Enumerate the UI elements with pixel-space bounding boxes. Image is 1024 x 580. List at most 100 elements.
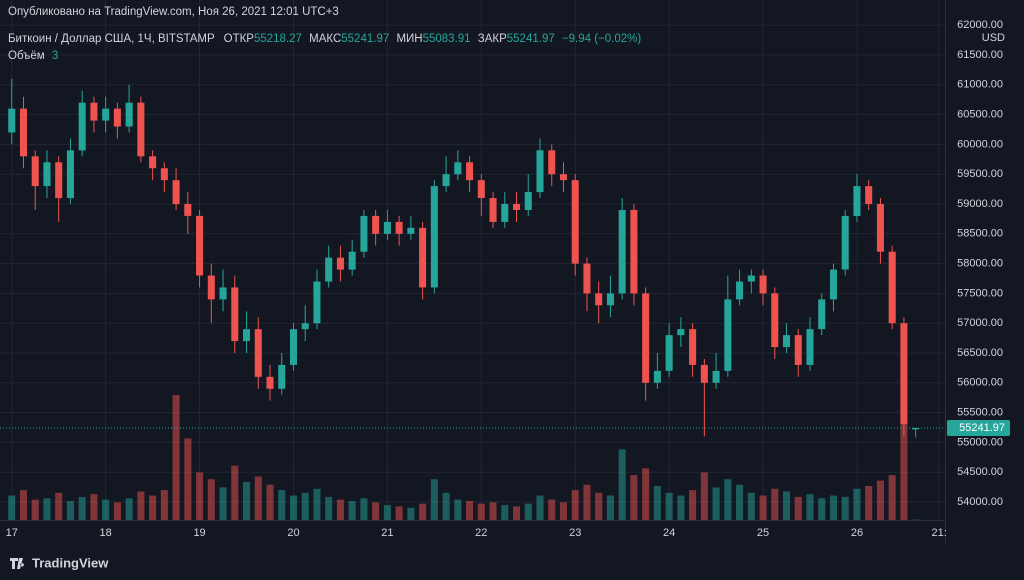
- x-tick-label: 17: [6, 527, 18, 539]
- candle-body: [196, 215, 204, 276]
- volume-bar: [524, 503, 532, 520]
- candle-body: [759, 275, 767, 294]
- volume-bar: [712, 487, 720, 520]
- candle-body: [665, 335, 673, 371]
- high-label: МАКС: [309, 33, 341, 45]
- y-tick-label: 60500.00: [957, 109, 1003, 121]
- candle-body: [548, 150, 556, 175]
- candle-body: [524, 192, 532, 210]
- candle-body: [407, 227, 415, 234]
- candle-body: [606, 293, 614, 306]
- y-tick-label: 55500.00: [957, 407, 1003, 419]
- volume-bar: [43, 498, 51, 520]
- volume-bar: [665, 492, 673, 520]
- candle-body: [231, 287, 239, 342]
- candle-body: [184, 204, 192, 216]
- volume-bar: [102, 499, 110, 520]
- candle-body: [160, 168, 168, 181]
- volume-bar: [501, 505, 509, 520]
- legend-line: Биткоин / Доллар США, 1Ч, BITSTAMP ОТКР5…: [8, 33, 641, 45]
- y-tick-label: 59000.00: [957, 198, 1003, 210]
- volume-bar: [606, 495, 614, 520]
- candle-body: [876, 204, 884, 252]
- volume-bar: [219, 487, 227, 520]
- volume-bar: [125, 498, 133, 520]
- volume-bar: [841, 496, 849, 520]
- volume-bar: [278, 490, 286, 520]
- low-label: МИН: [396, 33, 422, 45]
- candle-body: [207, 275, 215, 300]
- close-value: 55241.97: [507, 33, 555, 45]
- volume-bar: [243, 481, 251, 520]
- volume-bar: [700, 472, 708, 520]
- volume-bar: [301, 492, 309, 520]
- y-tick-label: 59500.00: [957, 168, 1003, 180]
- x-tick-label: 23: [569, 527, 581, 539]
- volume-bar: [583, 484, 591, 520]
- volume-bar: [19, 490, 27, 520]
- candle-body: [113, 108, 121, 127]
- candle-body: [489, 198, 497, 222]
- candle-body: [912, 427, 920, 430]
- volume-bar: [794, 496, 802, 520]
- axes: 54000.00 54500.00 55000.00 55500.00 56000.00…: [6, 19, 1010, 539]
- x-tick-label: 19: [193, 527, 205, 539]
- published-note: Опубликовано на TradingView.com, Ноя 26,…: [8, 6, 339, 18]
- y-tick-label: 57000.00: [957, 317, 1003, 329]
- volume-bar: [430, 479, 438, 520]
- symbol: Биткоин / Доллар США, 1Ч, BITSTAMP: [8, 33, 215, 45]
- x-tick-label: 25: [757, 527, 769, 539]
- x-tick-label: 24: [663, 527, 675, 539]
- x-tick-label: 21: [381, 527, 393, 539]
- x-tick-label: 20: [287, 527, 299, 539]
- volume-bar: [372, 502, 380, 520]
- candle-body: [289, 329, 297, 365]
- volume-bar: [548, 499, 556, 520]
- candle-body: [794, 335, 802, 365]
- candle-body: [700, 364, 708, 383]
- last-price-label: 55241.97: [959, 422, 1005, 434]
- volume-bar: [78, 496, 86, 520]
- volume-bar: [31, 499, 39, 520]
- y-tick-label: 56500.00: [957, 347, 1003, 359]
- candle-body: [501, 204, 509, 222]
- candle-body: [336, 257, 344, 270]
- candle-body: [477, 180, 485, 199]
- candle-body: [325, 257, 333, 282]
- volume-bar: [313, 488, 321, 520]
- volume-bar: [536, 495, 544, 520]
- candle-body: [125, 102, 133, 127]
- candle-body: [454, 162, 462, 175]
- candle-body: [642, 293, 650, 383]
- candle-body: [536, 150, 544, 193]
- volume-bar: [196, 472, 204, 520]
- currency: USD: [982, 32, 1005, 44]
- candle-body: [783, 335, 791, 348]
- candle-body: [172, 180, 180, 205]
- volume-bar: [571, 490, 579, 520]
- candle-body: [736, 281, 744, 300]
- candle-body: [8, 108, 16, 133]
- volume-bar: [113, 502, 121, 520]
- volume-bar: [900, 424, 908, 520]
- volume-bar: [254, 476, 262, 520]
- change: −9.94 (−0.02%): [562, 33, 641, 45]
- candle-body: [888, 251, 896, 324]
- volume-bar: [888, 475, 896, 520]
- y-tick-label: 54500.00: [957, 466, 1003, 478]
- volume-bar: [336, 499, 344, 520]
- volume-bar: [653, 486, 661, 520]
- candle-body: [372, 215, 380, 234]
- open-value: 55218.27: [254, 33, 302, 45]
- candle-body: [55, 162, 63, 199]
- candle-body: [278, 364, 286, 389]
- price-pane: [0, 78, 945, 438]
- volume-bar: [865, 486, 873, 520]
- candle-body: [383, 221, 391, 234]
- candle-body: [419, 227, 427, 288]
- y-tick-label: 61000.00: [957, 79, 1003, 91]
- volume-bar: [724, 479, 732, 520]
- x-tick-label: 22: [475, 527, 487, 539]
- volume-bar: [207, 479, 215, 520]
- volume-bar: [466, 500, 474, 520]
